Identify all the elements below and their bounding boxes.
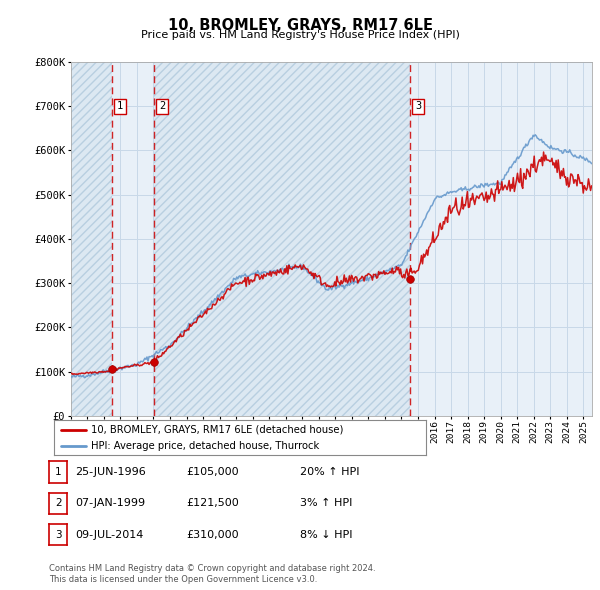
Text: 1: 1 bbox=[55, 467, 62, 477]
Text: 2: 2 bbox=[55, 499, 62, 508]
Text: £121,500: £121,500 bbox=[186, 499, 239, 508]
Text: 3: 3 bbox=[415, 101, 421, 111]
Text: 8% ↓ HPI: 8% ↓ HPI bbox=[300, 530, 353, 539]
Text: This data is licensed under the Open Government Licence v3.0.: This data is licensed under the Open Gov… bbox=[49, 575, 317, 584]
Text: £310,000: £310,000 bbox=[186, 530, 239, 539]
Text: 3% ↑ HPI: 3% ↑ HPI bbox=[300, 499, 352, 508]
Text: Price paid vs. HM Land Registry's House Price Index (HPI): Price paid vs. HM Land Registry's House … bbox=[140, 30, 460, 40]
Text: 3: 3 bbox=[55, 530, 62, 539]
Text: 1: 1 bbox=[117, 101, 123, 111]
Text: 10, BROMLEY, GRAYS, RM17 6LE: 10, BROMLEY, GRAYS, RM17 6LE bbox=[167, 18, 433, 32]
Text: 2: 2 bbox=[159, 101, 165, 111]
Text: HPI: Average price, detached house, Thurrock: HPI: Average price, detached house, Thur… bbox=[91, 441, 319, 451]
Text: 07-JAN-1999: 07-JAN-1999 bbox=[75, 499, 145, 508]
Bar bbox=[71, 62, 112, 416]
Text: Contains HM Land Registry data © Crown copyright and database right 2024.: Contains HM Land Registry data © Crown c… bbox=[49, 565, 376, 573]
Text: 25-JUN-1996: 25-JUN-1996 bbox=[75, 467, 146, 477]
Text: £105,000: £105,000 bbox=[186, 467, 239, 477]
Text: 09-JUL-2014: 09-JUL-2014 bbox=[75, 530, 143, 539]
Text: 20% ↑ HPI: 20% ↑ HPI bbox=[300, 467, 359, 477]
Bar bbox=[154, 62, 410, 416]
Text: 10, BROMLEY, GRAYS, RM17 6LE (detached house): 10, BROMLEY, GRAYS, RM17 6LE (detached h… bbox=[91, 425, 344, 435]
